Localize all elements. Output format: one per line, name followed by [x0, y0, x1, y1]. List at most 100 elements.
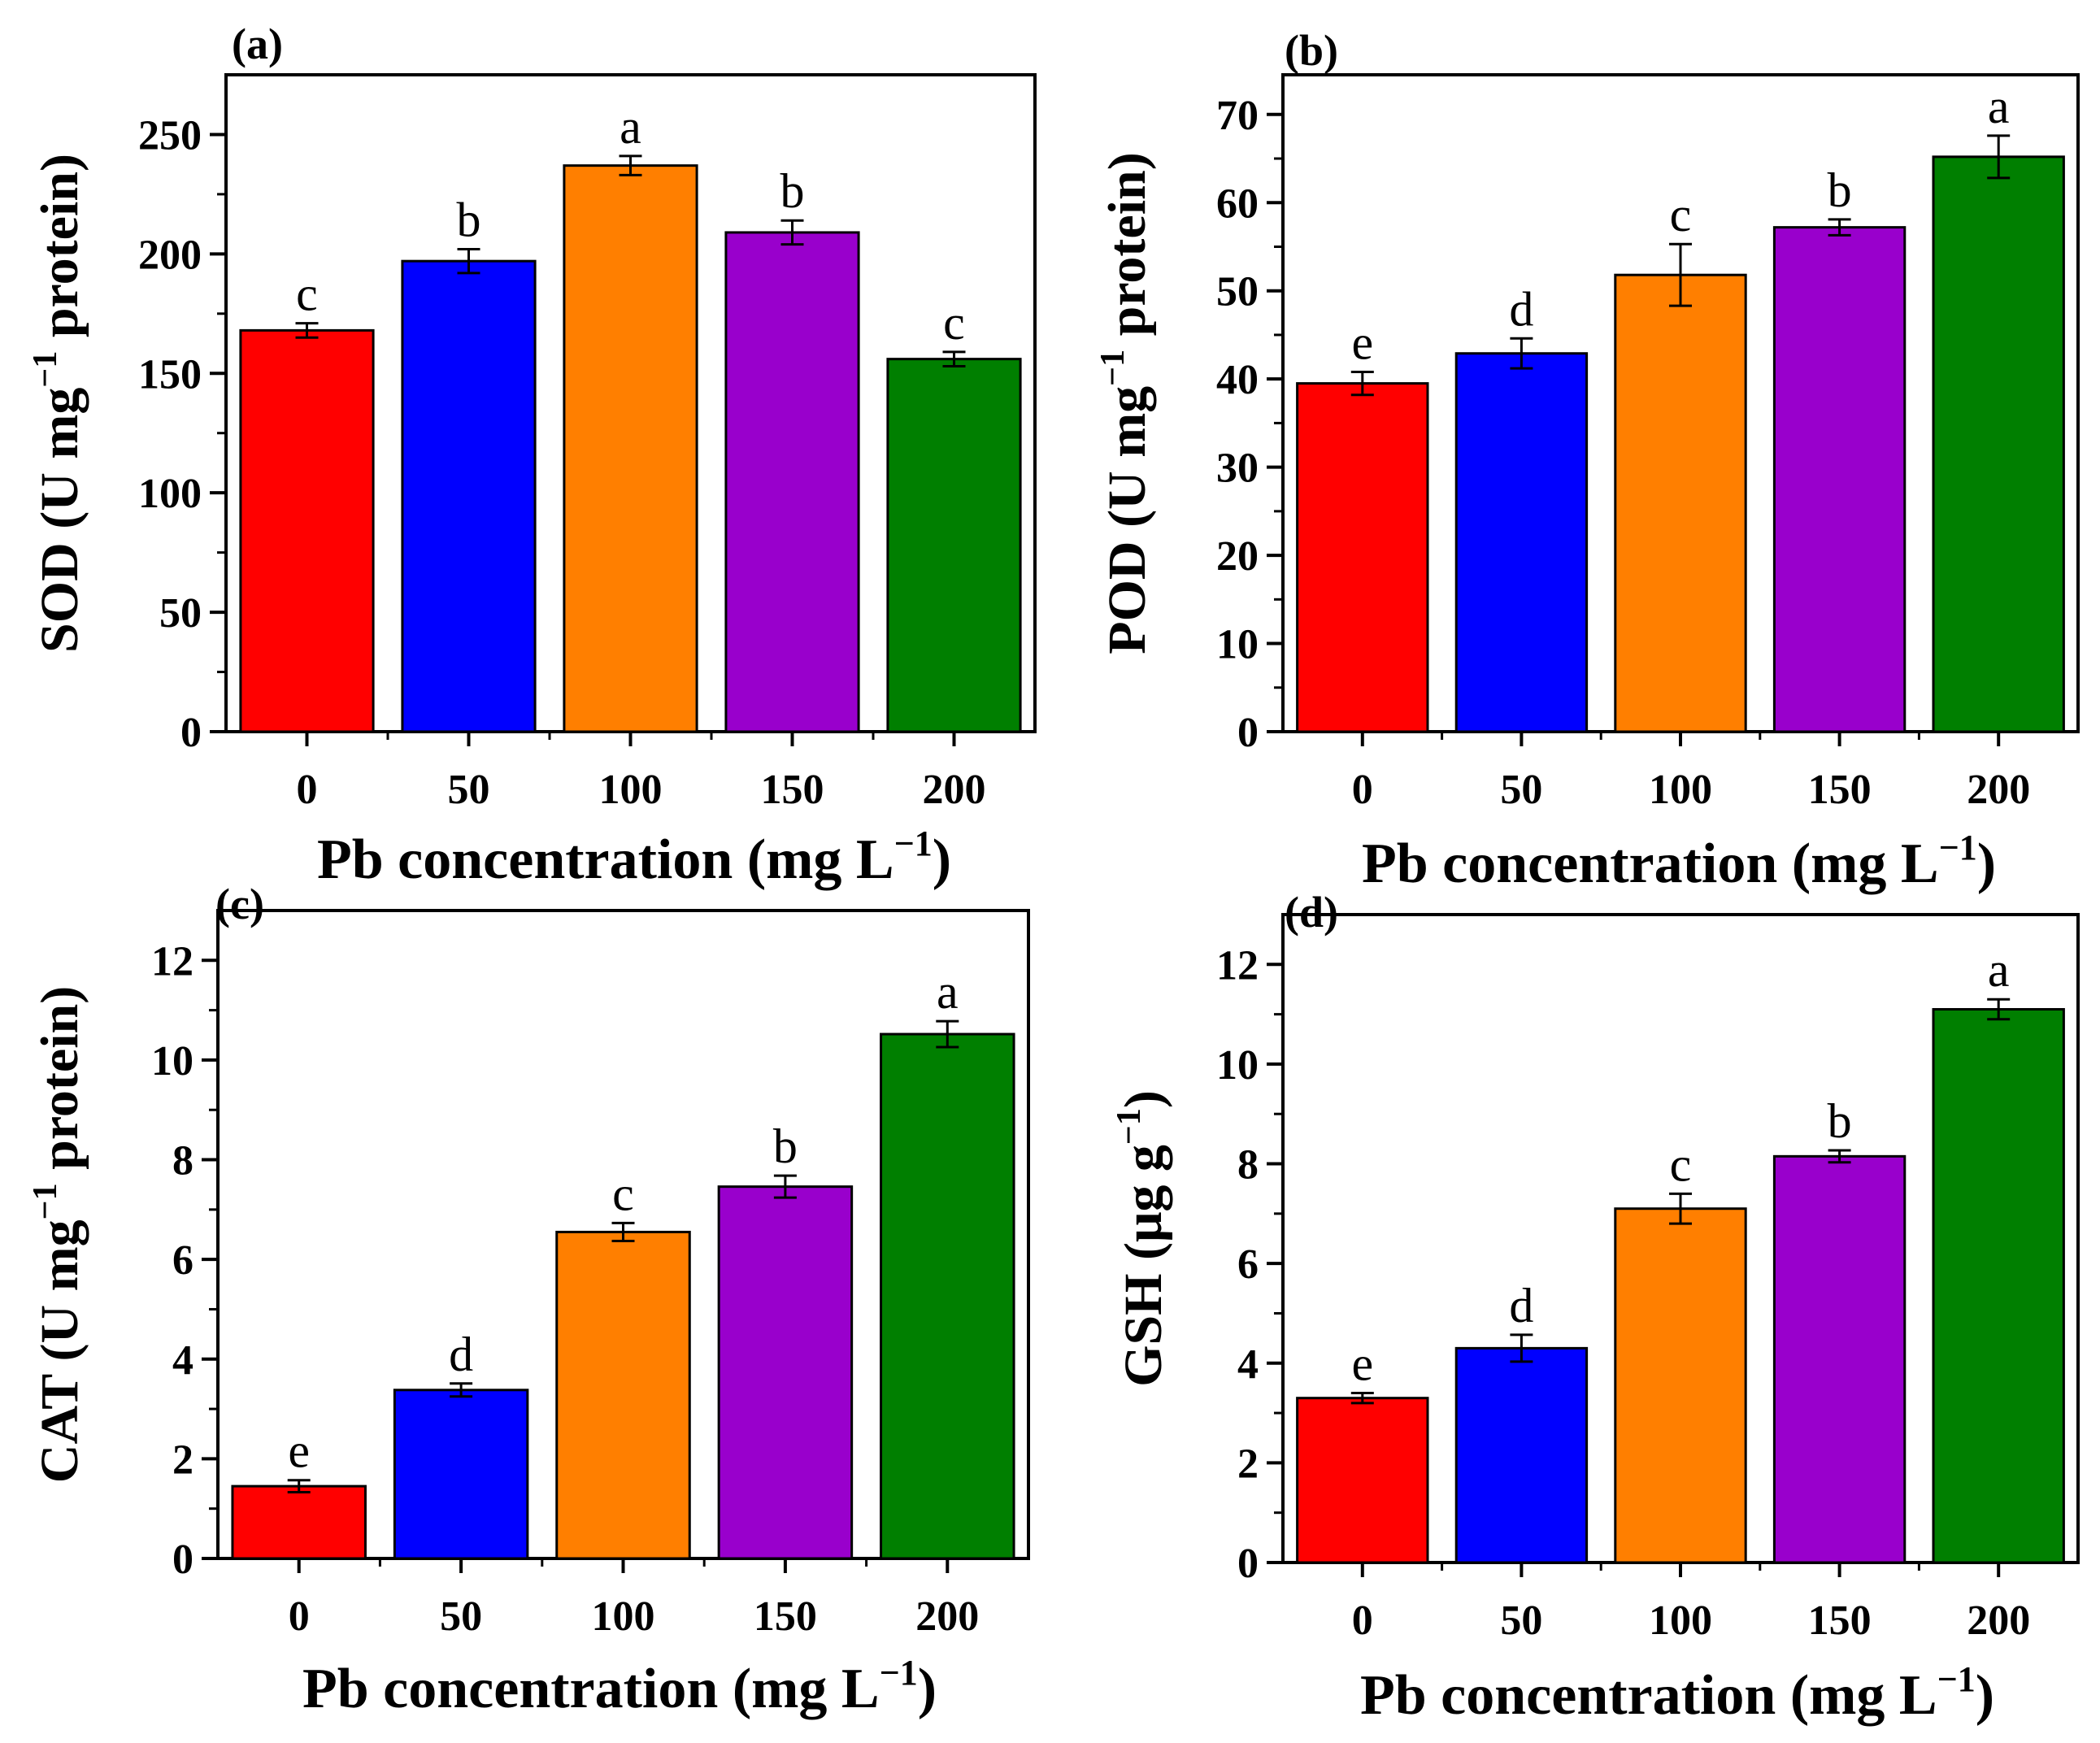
- y-tick-label-4: 4: [172, 1337, 193, 1384]
- y-tick-label-10: 10: [1216, 622, 1259, 668]
- panel-label: (a): [232, 20, 283, 68]
- bar-200: [880, 1032, 1015, 1560]
- y-tick-label-30: 30: [1216, 446, 1259, 492]
- y-tick-label-12: 12: [1216, 942, 1259, 989]
- x-tick-label-200: 200: [1967, 767, 2030, 813]
- x-tick-label-0: 0: [289, 1593, 310, 1640]
- x-axis-title: Pb concentration (mg L−1): [1362, 828, 1996, 895]
- bar-0: [239, 328, 375, 733]
- x-tick-label-50: 50: [1500, 767, 1542, 813]
- x-tick-label-0: 0: [1352, 1597, 1373, 1644]
- panel-label: (b): [1285, 26, 1338, 75]
- error-bar-100: [619, 154, 642, 176]
- significance-label-100: c: [1670, 188, 1692, 241]
- significance-label-200: a: [1988, 80, 2010, 133]
- bar-200: [1932, 155, 2065, 733]
- error-bar-50: [1510, 1333, 1533, 1363]
- bar-50: [401, 259, 537, 733]
- bar-150: [724, 231, 860, 733]
- error-bar-100: [611, 1221, 635, 1242]
- error-bar-50: [1510, 337, 1533, 370]
- chart-panel-2: (b) e 0 d 50 c 100 b 150 a 200 0 10 20 30 40 50 60 70 Pb co…: [1094, 26, 2080, 895]
- error-bar-100: [1669, 242, 1692, 307]
- x-tick-label-50: 50: [440, 1593, 482, 1640]
- y-tick-label-0: 0: [172, 1537, 193, 1583]
- bar-50: [393, 1389, 529, 1560]
- error-bar-200: [942, 350, 966, 367]
- error-bar-0: [287, 1479, 311, 1493]
- y-tick-label-2: 2: [172, 1437, 193, 1483]
- significance-label-100: a: [620, 100, 641, 154]
- y-tick-label-12: 12: [151, 938, 193, 985]
- significance-label-100: c: [612, 1167, 634, 1220]
- y-tick-label-8: 8: [172, 1138, 193, 1184]
- significance-label-0: e: [288, 1424, 310, 1478]
- significance-label-0: c: [296, 267, 318, 321]
- y-tick-label-100: 100: [138, 471, 202, 517]
- y-axis-title: POD (U mg−1 protein): [1094, 152, 1157, 654]
- significance-label-150: b: [780, 164, 805, 218]
- y-tick-label-50: 50: [159, 590, 202, 637]
- error-bar-100: [1669, 1192, 1692, 1225]
- significance-label-0: e: [1351, 315, 1373, 369]
- error-bar-200: [936, 1019, 959, 1049]
- bar-200: [1932, 1007, 2065, 1564]
- y-axis-title: CAT (U mg−1 protein): [27, 986, 89, 1483]
- y-tick-label-8: 8: [1237, 1142, 1259, 1189]
- y-tick-label-20: 20: [1216, 533, 1259, 580]
- error-bar-0: [1350, 1392, 1374, 1405]
- y-tick-label-200: 200: [138, 232, 202, 278]
- x-tick-label-100: 100: [599, 767, 663, 813]
- x-axis-title: Pb concentration (mg L−1): [317, 824, 951, 891]
- y-tick-label-70: 70: [1216, 93, 1259, 139]
- x-tick-label-100: 100: [592, 1593, 655, 1640]
- y-tick-label-0: 0: [1237, 710, 1259, 756]
- significance-label-100: c: [1670, 1137, 1692, 1191]
- y-tick-label-0: 0: [1237, 1541, 1259, 1587]
- bar-100: [1614, 273, 1747, 733]
- y-tick-label-2: 2: [1237, 1441, 1259, 1487]
- y-tick-label-40: 40: [1216, 357, 1259, 403]
- x-tick-label-150: 150: [1808, 1597, 1872, 1644]
- y-axis-title: SOD (U mg−1 protein): [27, 154, 89, 653]
- significance-label-200: a: [1988, 943, 2010, 997]
- x-tick-label-0: 0: [1352, 767, 1373, 813]
- x-tick-label-200: 200: [1967, 1597, 2030, 1644]
- x-tick-label-150: 150: [1808, 767, 1872, 813]
- x-tick-label-100: 100: [1649, 1597, 1712, 1644]
- bar-100: [563, 164, 698, 733]
- significance-label-200: a: [937, 965, 959, 1019]
- bar-0: [1296, 1397, 1429, 1564]
- error-bar-150: [1828, 218, 1851, 237]
- bar-0: [1296, 382, 1429, 733]
- error-bar-200: [1987, 998, 2011, 1021]
- chart-panel-4: (d) e 0 d 50 c 100 b 150 a 200 0 2 4 6 8 10 12 Pb concentr…: [1111, 888, 2080, 1727]
- bar-150: [717, 1185, 854, 1560]
- error-bar-50: [450, 1382, 473, 1398]
- x-tick-label-50: 50: [448, 767, 490, 813]
- y-tick-label-6: 6: [172, 1237, 193, 1284]
- error-bar-0: [1350, 370, 1374, 397]
- significance-label-0: e: [1351, 1337, 1373, 1391]
- y-tick-label-10: 10: [151, 1038, 193, 1084]
- chart-panel-1: (a) c 0 b 50 a 100 b 150 c 200 0 50 100 150 200 250 Pb co…: [27, 20, 1037, 891]
- significance-label-150: b: [1828, 163, 1852, 217]
- bar-150: [1772, 1154, 1907, 1564]
- y-axis-title: GSH (μg g−1): [1111, 1090, 1173, 1387]
- bar-100: [555, 1230, 691, 1560]
- y-tick-label-4: 4: [1237, 1341, 1259, 1388]
- significance-label-150: b: [1828, 1094, 1852, 1148]
- bar-200: [886, 358, 1022, 733]
- bar-0: [231, 1484, 367, 1560]
- significance-label-50: b: [457, 193, 481, 246]
- x-tick-label-200: 200: [923, 767, 986, 813]
- x-tick-label-150: 150: [761, 767, 824, 813]
- x-tick-label-0: 0: [297, 767, 318, 813]
- y-tick-label-250: 250: [138, 112, 202, 159]
- significance-label-150: b: [773, 1119, 798, 1173]
- y-tick-label-50: 50: [1216, 269, 1259, 315]
- y-tick-label-0: 0: [180, 710, 202, 756]
- bar-50: [1454, 352, 1589, 733]
- error-bar-150: [773, 1174, 797, 1199]
